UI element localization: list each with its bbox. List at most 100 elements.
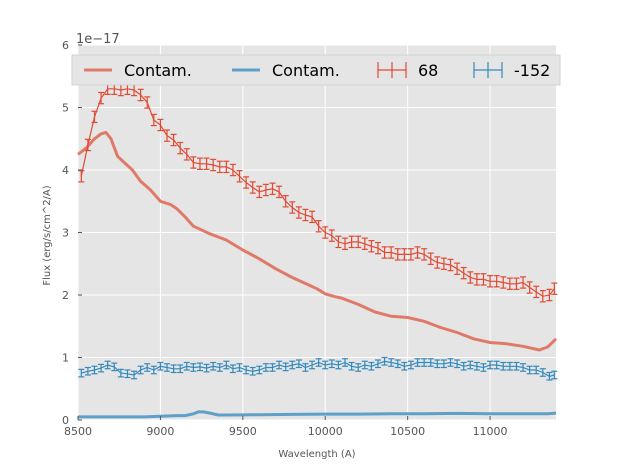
errorbar-point [473, 273, 480, 286]
errorbar-point [407, 248, 414, 261]
errorbar-point [302, 363, 309, 372]
errorbar-point [196, 362, 203, 372]
errorbar-point [203, 363, 210, 373]
errorbar-point [164, 129, 171, 142]
errorbar-point [427, 252, 434, 265]
errorbar-point [533, 365, 540, 375]
errorbar-point [223, 160, 230, 174]
y-tick-label: 4 [62, 164, 69, 177]
series-2-errorbars [78, 82, 558, 303]
errorbar-point [150, 365, 157, 375]
errorbar-point [487, 275, 494, 288]
errorbar-point [183, 148, 190, 161]
errorbar-point [421, 248, 428, 261]
errorbar-point [104, 360, 111, 370]
errorbar-point [394, 359, 401, 369]
errorbar-point [111, 362, 118, 372]
errorbar-point [157, 361, 164, 371]
series-0-contam-line [77, 131, 558, 352]
errorbar-point [190, 363, 197, 372]
errorbar-point [98, 363, 105, 373]
errorbar-point [223, 360, 230, 370]
errorbar-point [394, 248, 401, 261]
errorbar-point [368, 361, 375, 371]
errorbar-point [196, 157, 203, 170]
errorbar-point [229, 163, 236, 177]
series-3-errorbars [78, 356, 558, 381]
errorbar-point [322, 360, 329, 370]
errorbar-point [388, 246, 395, 259]
errorbar-point [243, 365, 250, 375]
errorbar-point [276, 360, 283, 370]
series-layer [77, 82, 558, 419]
errorbar-point [335, 235, 342, 249]
errorbar-point [421, 358, 428, 367]
errorbar-point [374, 241, 381, 255]
errorbar-point [98, 91, 105, 105]
errorbar-point [361, 360, 368, 370]
errorbar-point [137, 88, 144, 102]
errorbar-point [335, 360, 342, 370]
errorbar-point [493, 275, 500, 288]
errorbar-point [236, 363, 243, 372]
errorbar-point [414, 358, 421, 367]
legend-label: 68 [418, 61, 438, 80]
errorbar-point [144, 96, 151, 109]
errorbar-point [473, 361, 480, 371]
errorbar-point [216, 363, 223, 372]
errorbar-point [282, 195, 289, 208]
errorbar-point [539, 290, 546, 303]
y-tick-label: 3 [62, 227, 69, 240]
y-tick-label: 2 [62, 289, 69, 302]
errorbar-point [124, 369, 131, 379]
errorbar-point [302, 208, 309, 222]
errorbar-point [131, 370, 138, 380]
x-tick-label: 10000 [308, 425, 343, 438]
errorbar-point [216, 160, 223, 174]
errorbar-point [480, 273, 487, 286]
errorbar-point [203, 157, 210, 170]
errorbar-point [164, 363, 171, 372]
errorbar-point [256, 365, 263, 375]
axes: 8500 9000 9500 10000 10500 11000 0 1 2 3 4 5 6 [62, 39, 508, 438]
errorbar-point [381, 356, 388, 366]
errorbar-point [480, 363, 487, 372]
errorbar-point [520, 276, 527, 289]
errorbar-point [513, 361, 520, 371]
errorbar-point [328, 229, 335, 242]
errorbar-point [487, 360, 494, 370]
errorbar-point [361, 237, 368, 250]
errorbar-point [289, 360, 296, 370]
errorbar-point [551, 282, 558, 295]
y-tick-label: 1 [62, 352, 69, 365]
errorbar-point [84, 138, 91, 152]
errorbar-point [533, 285, 540, 299]
y-tick-label: 6 [62, 39, 69, 52]
errorbar-point [355, 363, 362, 372]
x-tick-label: 11000 [473, 425, 508, 438]
errorbar-point [440, 257, 447, 270]
errorbar-point [493, 360, 500, 370]
errorbar-point [177, 364, 184, 374]
errorbar-point [84, 366, 91, 376]
errorbar-point [117, 368, 124, 378]
errorbar-point [355, 235, 362, 249]
errorbar-point [322, 226, 329, 239]
errorbar-point [190, 156, 197, 169]
errorbar-point [170, 133, 177, 147]
errorbar-point [454, 262, 461, 275]
errorbar-point [388, 358, 395, 367]
legend: Contam. Contam. 68 -152 [71, 54, 561, 86]
errorbar-point [414, 246, 421, 259]
errorbar-point [500, 361, 507, 371]
legend-label: -152 [514, 61, 550, 80]
errorbar-point [309, 360, 316, 370]
errorbar-point [348, 235, 355, 249]
errorbar-point [262, 183, 269, 197]
errorbar-point [526, 281, 533, 294]
errorbar-point [137, 365, 144, 375]
errorbar-point [348, 361, 355, 371]
errorbar-point [401, 248, 408, 261]
errorbar-point [276, 185, 283, 199]
errorbar-point [460, 266, 467, 280]
